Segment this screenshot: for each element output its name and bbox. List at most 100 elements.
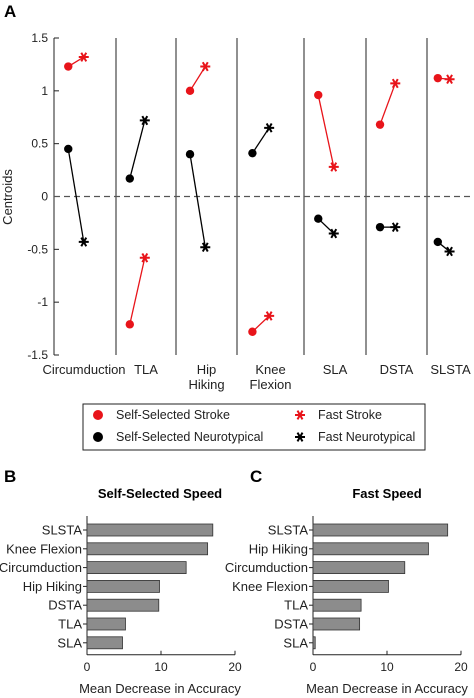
category-label: Hip Hiking [249,541,308,556]
fast-stroke-point [139,252,150,263]
category-label: SLSTA [42,523,83,538]
fast-neurotypical-point [328,228,339,239]
x-tick-label: 10 [154,660,168,674]
chart-b-title: Self-Selected Speed [98,486,222,501]
self-selected-neurotypical-point [185,150,195,159]
self-selected-neurotypical-point [64,144,73,154]
self-selected-stroke-point [248,327,257,336]
fast-neurotypical-point [139,115,150,126]
self-selected-stroke-point [185,86,195,96]
fast-stroke-point [328,162,339,172]
legend-marker [295,410,305,420]
category-label: Hip Hiking [23,579,82,594]
fast-stroke-point [390,78,401,89]
group-label: Knee Flexion [250,362,292,392]
legend-label: Self-Selected Stroke [116,408,230,422]
bar [312,561,406,574]
legend-marker [93,432,103,442]
fast-neurotypical-point [200,242,211,253]
y-tick-label: 0.5 [31,137,48,151]
legend-box [82,403,426,451]
y-tick-label: -1 [37,295,48,309]
bar [86,598,160,612]
legend-marker [93,410,103,420]
x-tick-label: 20 [228,660,242,674]
bar [312,523,449,537]
legend-marker [295,432,305,442]
self-selected-neurotypical-point [248,148,257,158]
bar [312,598,362,612]
category-label: Circumduction [0,560,82,575]
fast-stroke-point [200,61,211,72]
bar-chart-fast: 0 10 20 SLSTA Hip Hiking Circumduction Knee Fl… [225,516,468,674]
group-label: SLSTA [430,362,471,377]
centroid-axis-label: Centroids [0,169,15,225]
fast-stroke-point [264,311,275,321]
legend-label: Fast Stroke [318,408,382,422]
self-selected-neurotypical-point [433,237,443,247]
y-tick-label: 1 [41,84,48,98]
bar [312,617,361,631]
x-tick-label: 20 [454,660,468,674]
stroke-series-line [379,83,396,125]
y-tick-label: 1.5 [31,31,48,45]
neurotypical-series-line [189,154,206,248]
fast-neurotypical-point [390,222,401,232]
self-selected-neurotypical-point [314,214,323,223]
fast-neurotypical-point [444,246,455,257]
self-selected-stroke-point [314,90,323,100]
group-label: Circumduction [42,362,125,377]
x-tick-label: 10 [380,660,394,674]
fast-stroke-point [78,52,89,62]
category-label: Knee Flexion [232,579,308,594]
category-label: DSTA [48,598,82,613]
panel-b-label: B [4,467,16,486]
bar [86,617,126,631]
self-selected-stroke-point [375,120,385,129]
panel-a-label: A [4,2,16,21]
fast-stroke-point [444,74,455,85]
bar [312,542,429,556]
category-label: TLA [58,617,82,632]
x-tick-label: 0 [84,660,91,674]
group-label: DSTA [380,362,414,377]
bar [86,523,214,537]
bar-chart-self-selected: 0 10 20 SLSTA Knee Flexion Circumduction Hip H… [0,516,242,674]
chart-c-xlabel: Mean Decrease in Accuracy [306,681,468,696]
legend-label: Fast Neurotypical [318,430,415,444]
category-label: SLA [283,635,308,650]
category-label: TLA [284,598,308,613]
group-label: SLA [323,362,348,377]
category-label: SLA [57,635,82,650]
category-label: Knee Flexion [6,541,82,556]
category-label: Circumduction [225,560,308,575]
bar [86,580,160,593]
y-tick-label: -1.5 [27,348,48,362]
bar [312,636,316,650]
stroke-series-line [129,257,146,325]
neurotypical-series-line [251,127,270,154]
fast-neurotypical-point [78,237,89,247]
chart-c-title: Fast Speed [352,486,421,501]
bar [312,580,389,593]
category-label: SLSTA [268,523,309,538]
self-selected-neurotypical-point [125,174,134,183]
self-selected-stroke-point [433,73,443,83]
chart-b-xlabel: Mean Decrease in Accuracy [79,681,241,696]
category-label: DSTA [274,617,308,632]
y-tick-label: -0.5 [27,242,48,256]
group-label: Hip Hiking [188,362,224,392]
self-selected-stroke-point [125,320,134,329]
panel-c-label: C [250,467,262,486]
legend-label: Self-Selected Neurotypical [116,430,263,444]
neurotypical-series-line [67,148,85,243]
bar [86,542,209,556]
x-tick-label: 0 [310,660,317,674]
self-selected-neurotypical-point [375,222,385,232]
bar [86,636,123,650]
neurotypical-series-line [129,120,146,179]
stroke-series-line [317,94,335,168]
bar [86,561,187,574]
